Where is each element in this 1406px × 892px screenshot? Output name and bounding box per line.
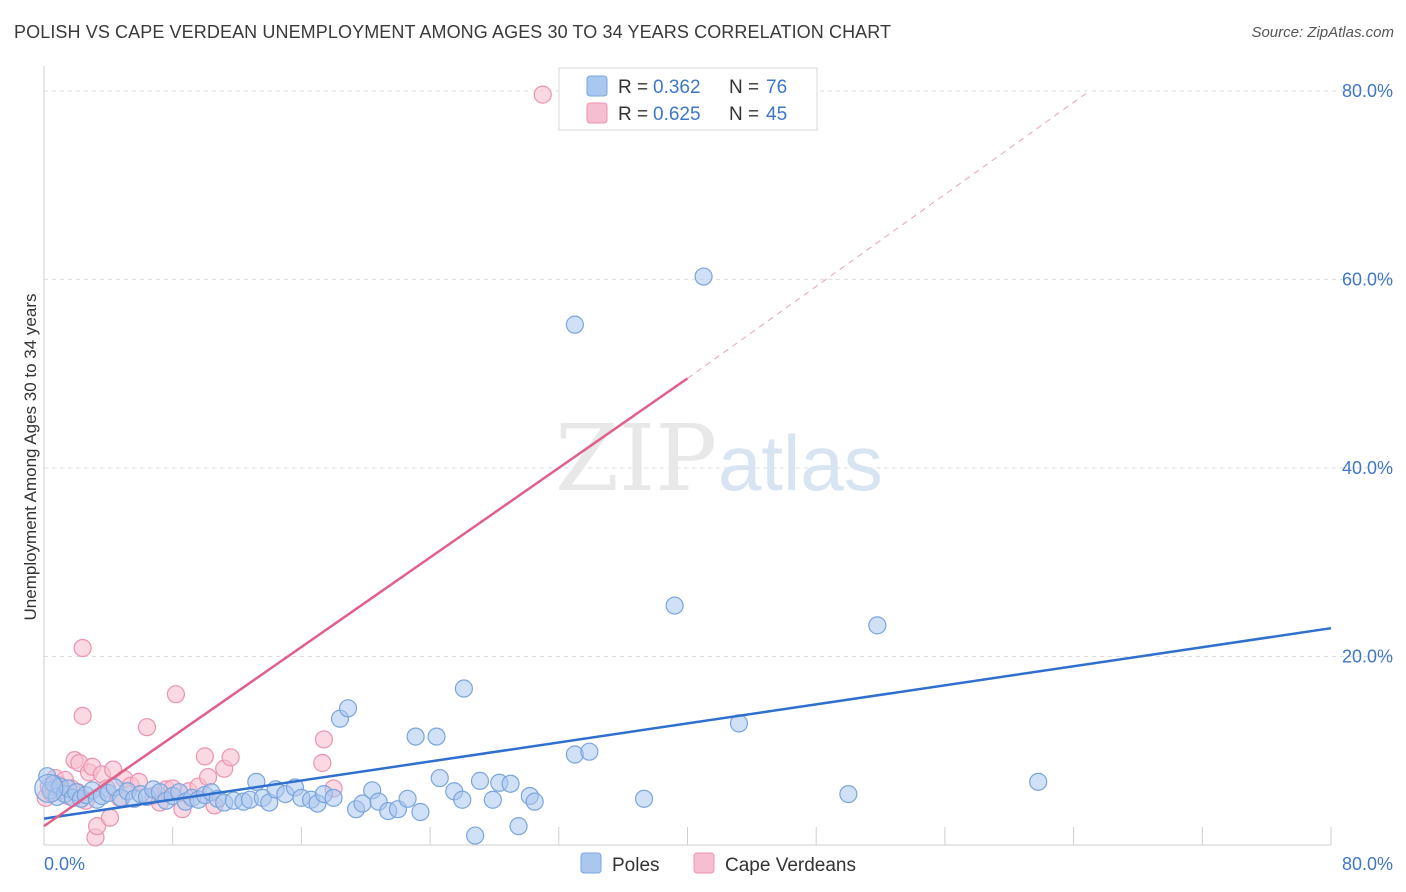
watermark-zip: ZIP <box>555 405 717 512</box>
y-tick-label-2: 60.0% <box>1342 269 1393 289</box>
source-credit: Source: ZipAtlas.com <box>1251 24 1394 41</box>
cape-verdean-point-44 <box>533 85 552 104</box>
grid-lines <box>44 90 1391 657</box>
y-tick-label-0: 20.0% <box>1342 646 1393 666</box>
cape-verdean-point-12 <box>73 638 92 658</box>
legend-n-label-poles: N = <box>729 77 759 98</box>
x-tick-label-0: 0.0% <box>44 854 85 874</box>
trendline-cape-verdeans-extension <box>687 90 1090 379</box>
cape-verdean-point-13 <box>73 706 92 725</box>
legend-r-label-cape-verdeans: R = <box>618 104 648 125</box>
pole-point-79 <box>868 616 887 635</box>
legend-n-label-cape-verdeans: N = <box>729 104 759 125</box>
series-cape-verdeans <box>36 85 552 847</box>
y-axis-label: Unemployment Among Ages 30 to 34 years <box>21 294 40 621</box>
legend-box: R = 0.362 N = 76 R = 0.625 N = 45 <box>558 67 818 131</box>
pole-point-78 <box>839 784 858 804</box>
bottom-legend-swatch-cape-verdeans <box>693 852 715 874</box>
watermark: ZIP atlas <box>555 405 883 512</box>
legend-n-value-poles: 76 <box>766 77 787 98</box>
pole-point-46 <box>324 788 343 807</box>
y-tick-label-1: 40.0% <box>1342 458 1393 478</box>
pole-point-80 <box>1029 772 1048 791</box>
pole-point-65 <box>483 790 502 809</box>
pole-point-55 <box>398 789 417 808</box>
legend-r-value-cape-verdeans: 0.625 <box>653 104 701 125</box>
pole-point-63 <box>466 826 485 845</box>
pole-point-76 <box>565 315 584 334</box>
cape-verdean-point-42 <box>313 753 332 773</box>
pole-point-74 <box>665 596 684 615</box>
pole-point-cluster <box>34 773 64 804</box>
pole-point-62 <box>453 790 472 809</box>
cape-verdean-point-21 <box>100 808 120 827</box>
trendline-poles <box>43 626 1332 820</box>
cape-verdean-point-40 <box>221 748 240 767</box>
pole-point-68 <box>509 817 528 836</box>
cape-verdean-point-27 <box>137 718 157 737</box>
pole-point-67 <box>501 774 520 793</box>
pole-point-75 <box>694 267 713 286</box>
pole-point-61 <box>454 679 473 698</box>
cape-verdean-point-32 <box>166 685 186 704</box>
pole-point-57 <box>411 802 430 822</box>
pole-point-48 <box>338 699 358 718</box>
pole-point-58 <box>427 727 446 746</box>
pole-point-64 <box>470 771 490 790</box>
trendlines <box>43 90 1332 828</box>
trendline-cape-verdeans <box>43 377 689 828</box>
bottom-legend-label-poles: Poles <box>612 855 660 876</box>
bottom-legend: Poles Cape Verdeans <box>580 852 856 876</box>
bottom-legend-label-cape-verdeans: Cape Verdeans <box>725 855 856 876</box>
pole-point-56 <box>406 727 425 746</box>
cape-verdean-point-41 <box>314 730 334 749</box>
legend-r-label-poles: R = <box>618 77 648 98</box>
pole-point-72 <box>580 742 599 761</box>
legend-swatch-poles <box>586 75 608 97</box>
legend-r-value-poles: 0.362 <box>653 77 701 98</box>
watermark-atlas: atlas <box>718 419 883 507</box>
axes <box>43 66 1332 846</box>
chart-title: POLISH VS CAPE VERDEAN UNEMPLOYMENT AMON… <box>14 22 892 42</box>
bottom-legend-swatch-poles <box>580 852 602 874</box>
tick-labels: 20.0% 40.0% 60.0% 80.0% 0.0% 80.0% <box>44 81 1393 874</box>
y-axis-label-group: Unemployment Among Ages 30 to 34 years <box>21 294 40 621</box>
pole-point-73 <box>634 789 654 808</box>
y-tick-label-3: 80.0% <box>1342 81 1393 101</box>
legend-n-value-cape-verdeans: 45 <box>766 104 787 125</box>
pole-point-70 <box>525 792 544 811</box>
cape-verdean-point-36 <box>195 747 214 766</box>
pole-point-59 <box>430 768 449 788</box>
cape-verdean-point-18 <box>87 817 107 836</box>
legend-swatch-cape-verdeans <box>586 102 608 124</box>
x-tick-label-1: 80.0% <box>1342 854 1393 874</box>
cape-verdean-point-37 <box>198 768 218 787</box>
series-poles <box>34 267 1048 845</box>
